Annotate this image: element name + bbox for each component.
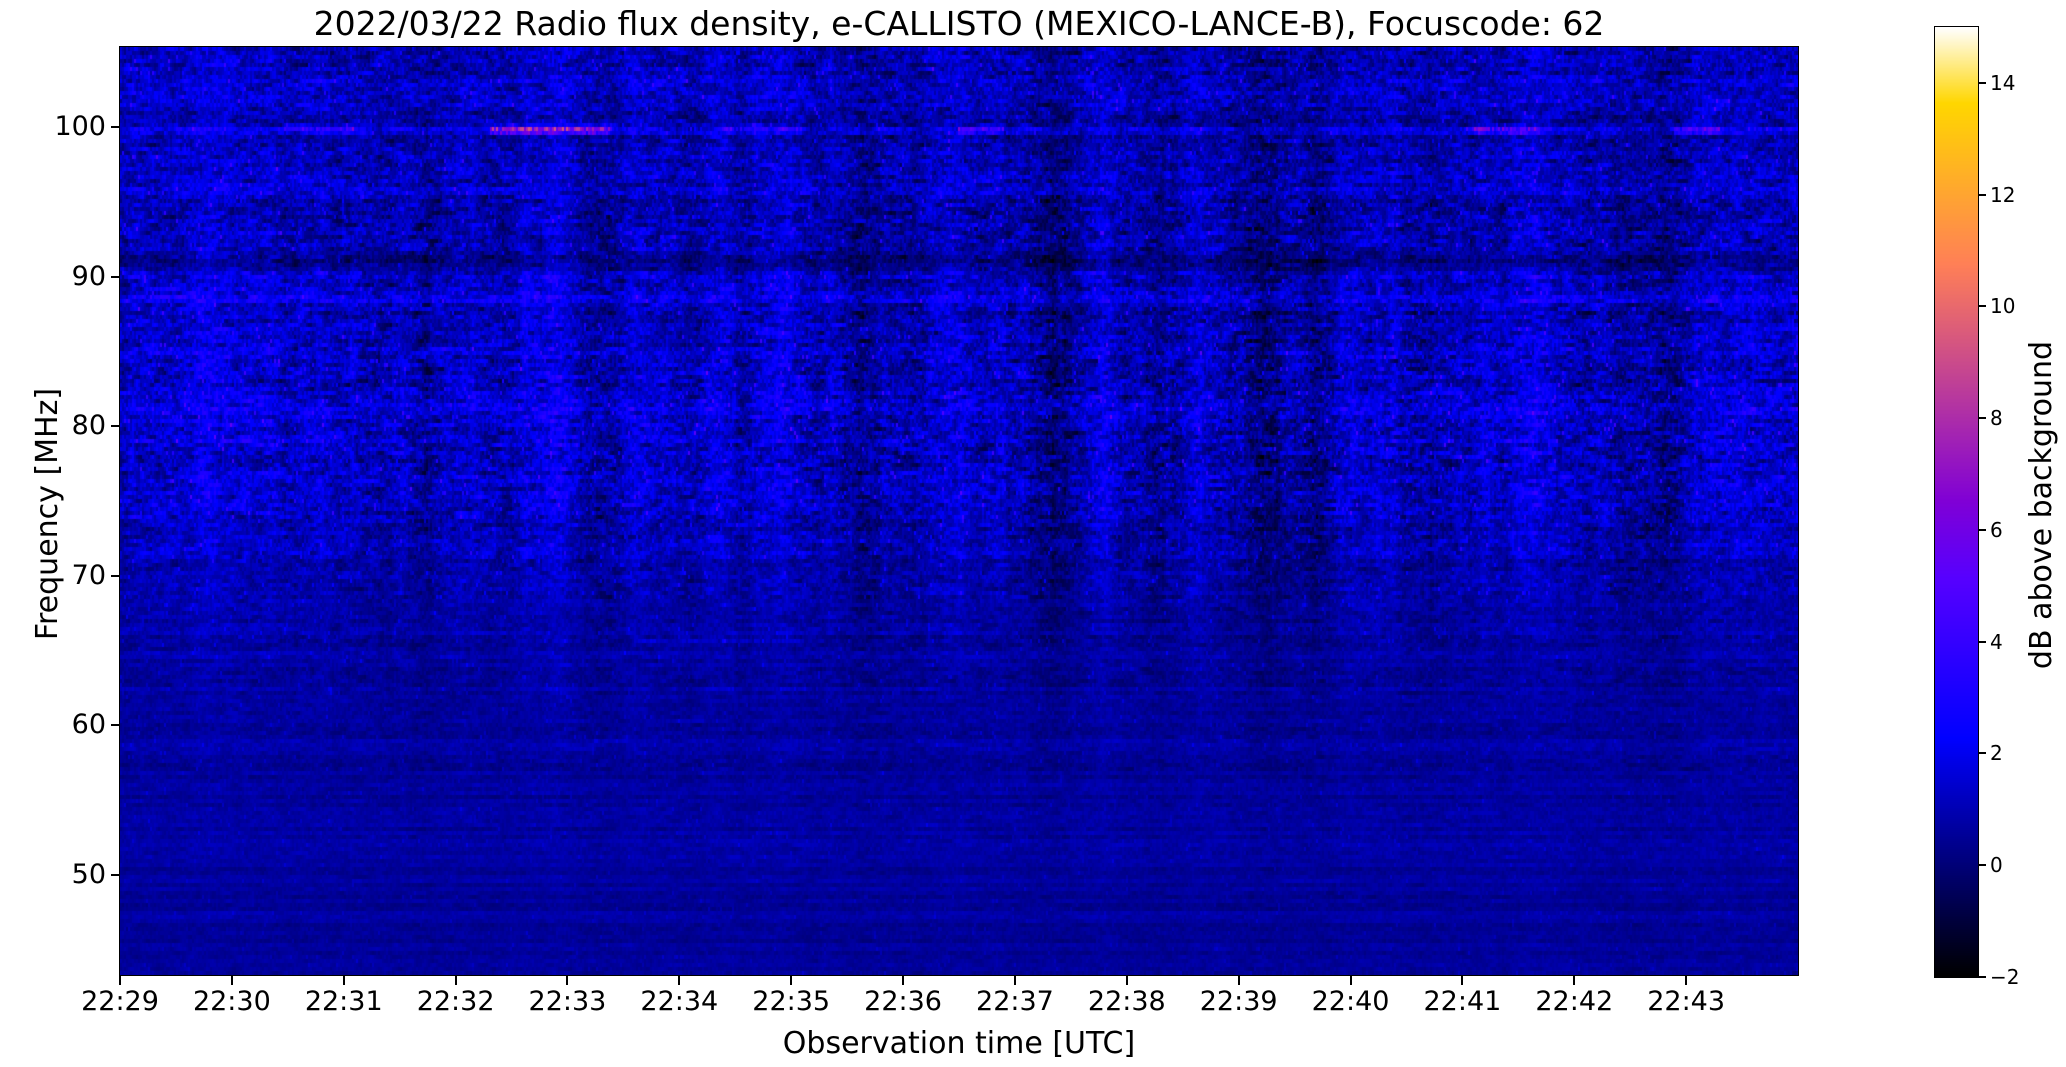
colorbar-tick-mark (1979, 752, 1986, 755)
x-tick-label: 22:33 (528, 986, 607, 1017)
x-tick-label: 22:36 (864, 986, 942, 1017)
colorbar-tick-label: 10 (1990, 294, 2016, 319)
colorbar-tick-label: 8 (1990, 406, 2003, 431)
y-tick-mark (111, 873, 120, 876)
y-tick-mark (111, 275, 120, 278)
x-tick-label: 22:41 (1423, 986, 1502, 1017)
x-tick-mark (454, 976, 457, 985)
x-tick-label: 22:35 (752, 986, 831, 1017)
x-tick-label: 22:32 (416, 986, 495, 1017)
x-tick-label: 22:40 (1311, 986, 1390, 1017)
y-tick-label: 90 (71, 260, 106, 292)
y-tick-mark (111, 724, 120, 727)
figure-title: 2022/03/22 Radio flux density, e-CALLIST… (313, 4, 1605, 43)
colorbar-tick-mark (1979, 81, 1986, 84)
x-tick-label: 22:37 (976, 986, 1054, 1017)
x-tick-mark (1685, 976, 1688, 985)
colorbar-tick-mark (1979, 640, 1986, 643)
x-tick-mark (230, 976, 233, 985)
colorbar-tick-mark (1979, 417, 1986, 420)
colorbar-tick-label: 4 (1990, 629, 2003, 654)
x-tick-mark (1461, 976, 1464, 985)
colorbar-tick-label: 0 (1990, 853, 2003, 878)
x-tick-label: 22:38 (1087, 986, 1166, 1017)
plot-area-border (119, 46, 1799, 976)
colorbar-tick-label: 2 (1990, 741, 2003, 766)
y-tick-mark (111, 126, 120, 128)
x-tick-mark (119, 976, 121, 985)
y-tick-label: 50 (71, 858, 106, 890)
x-tick-mark (342, 976, 345, 985)
x-axis-label: Observation time [UTC] (782, 1026, 1136, 1061)
x-tick-label: 22:43 (1647, 986, 1726, 1017)
x-tick-mark (1349, 976, 1352, 985)
spectrogram-image (120, 47, 1798, 975)
x-tick-label: 22:30 (192, 986, 271, 1017)
colorbar-tick-label: 6 (1990, 517, 2003, 542)
x-tick-mark (902, 976, 905, 985)
y-tick-label: 80 (71, 410, 106, 442)
y-tick-mark (111, 425, 120, 428)
y-tick-label: 100 (54, 111, 106, 142)
x-tick-mark (1237, 976, 1240, 985)
x-tick-mark (1125, 976, 1128, 985)
x-tick-mark (1013, 976, 1016, 985)
x-tick-mark (1573, 976, 1576, 985)
x-tick-label: 22:31 (304, 986, 383, 1017)
colorbar-tick-mark (1979, 305, 1986, 308)
colorbar-tick-mark (1979, 864, 1986, 867)
colorbar-tick-mark (1979, 976, 1986, 978)
colorbar-gradient (1935, 27, 1978, 977)
x-tick-label: 22:39 (1199, 986, 1278, 1017)
x-tick-label: 22:29 (81, 986, 159, 1017)
x-tick-label: 22:42 (1535, 986, 1614, 1017)
y-tick-label: 60 (71, 709, 106, 741)
y-tick-label: 70 (71, 559, 106, 591)
y-axis-label: Frequency [MHz] (30, 387, 65, 641)
colorbar-tick-label: 12 (1990, 182, 2016, 207)
colorbar-tick-mark (1979, 193, 1986, 196)
y-tick-mark (111, 574, 120, 577)
colorbar-tick-label: −2 (1990, 965, 2020, 989)
x-tick-mark (790, 976, 793, 985)
x-tick-label: 22:34 (640, 986, 719, 1017)
x-tick-mark (566, 976, 569, 985)
colorbar-tick-label: 14 (1990, 70, 2016, 95)
x-tick-mark (678, 976, 681, 985)
colorbar-tick-mark (1979, 528, 1986, 531)
